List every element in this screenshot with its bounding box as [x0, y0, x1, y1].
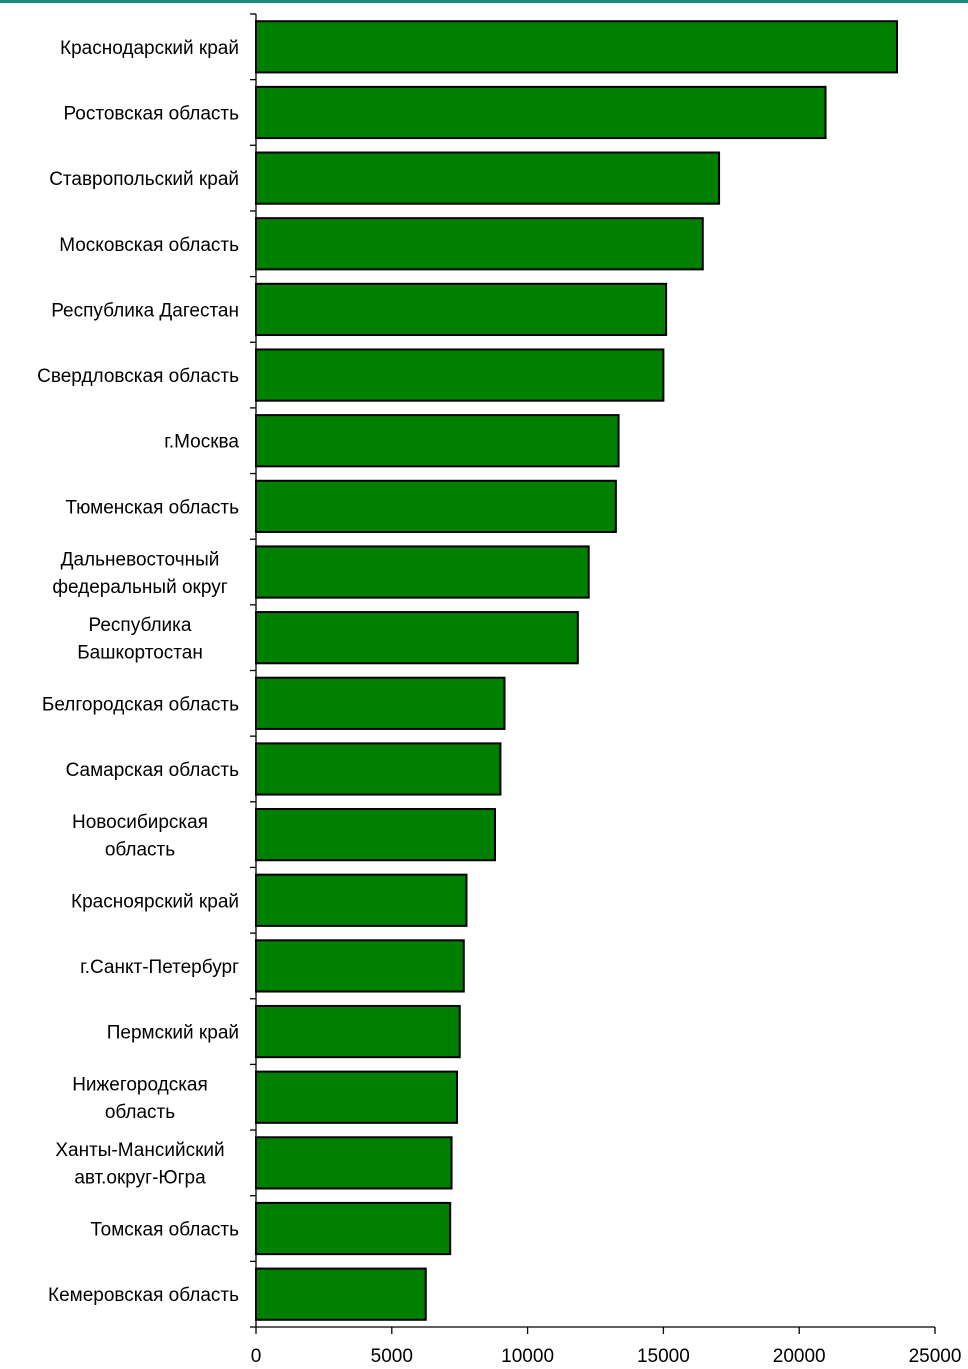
category-label-12: Самарская область	[66, 760, 240, 781]
category-label-13: Новосибирская область	[72, 812, 208, 861]
bars-group	[255, 20, 898, 1321]
category-label-3: Ставропольский край	[49, 169, 239, 190]
bar-2	[255, 85, 827, 140]
bar-6	[255, 348, 665, 402]
category-label-20: Кемеровская область	[48, 1285, 239, 1306]
category-label-10: Республика Башкортостан	[77, 615, 203, 664]
x-tick-label-5000: 5000	[371, 1346, 413, 1367]
category-label-17: Нижегородская область	[72, 1074, 208, 1123]
bar-8	[255, 479, 617, 533]
bar-9	[255, 545, 590, 599]
category-label-8: Тюменская область	[65, 497, 239, 518]
bar-1	[255, 20, 898, 74]
category-label-2: Ростовская область	[63, 103, 239, 124]
category-label-1: Краснодарский край	[60, 38, 239, 59]
bar-14	[255, 873, 468, 927]
axes-group: 0 5000 10000 15000 20000 25000	[250, 13, 962, 1367]
category-label-5: Республика Дагестан	[51, 300, 239, 321]
category-label-18: Ханты-Мансийский авт.округ-Югра	[55, 1140, 224, 1189]
top-accent-bar	[0, 0, 968, 3]
category-label-6: Свердловская область	[37, 366, 239, 387]
x-tick-label-15000: 15000	[637, 1346, 690, 1367]
category-label-9: Дальневосточный федеральный округ	[52, 549, 227, 598]
x-tick-label-0: 0	[251, 1346, 262, 1367]
category-label-19: Томская область	[91, 1220, 240, 1241]
bar-18	[255, 1136, 453, 1190]
category-label-4: Московская область	[59, 235, 239, 256]
category-label-11: Белгородская область	[42, 694, 239, 715]
bar-3	[255, 151, 721, 205]
category-label-15: г.Санкт-Петербург	[80, 957, 239, 978]
bar-13	[255, 808, 497, 862]
bar-20	[255, 1267, 427, 1321]
bar-17	[255, 1070, 458, 1124]
bar-16	[255, 1004, 461, 1059]
bar-12	[255, 742, 502, 796]
bar-4	[255, 217, 704, 271]
bar-7	[255, 414, 620, 468]
bar-11	[255, 676, 506, 730]
category-labels: Краснодарский край Ростовская область Став…	[37, 38, 239, 1306]
category-label-16: Пермский край	[107, 1023, 239, 1044]
x-tick-label-20000: 20000	[773, 1346, 826, 1367]
bar-19	[255, 1201, 452, 1256]
bar-5	[255, 282, 668, 337]
category-label-14: Красноярский край	[71, 891, 239, 912]
x-tick-label-10000: 10000	[501, 1346, 554, 1367]
bar-10	[255, 611, 579, 665]
bar-15	[255, 939, 465, 993]
category-label-7: г.Москва	[164, 432, 239, 453]
x-tick-label-25000: 25000	[909, 1346, 962, 1367]
